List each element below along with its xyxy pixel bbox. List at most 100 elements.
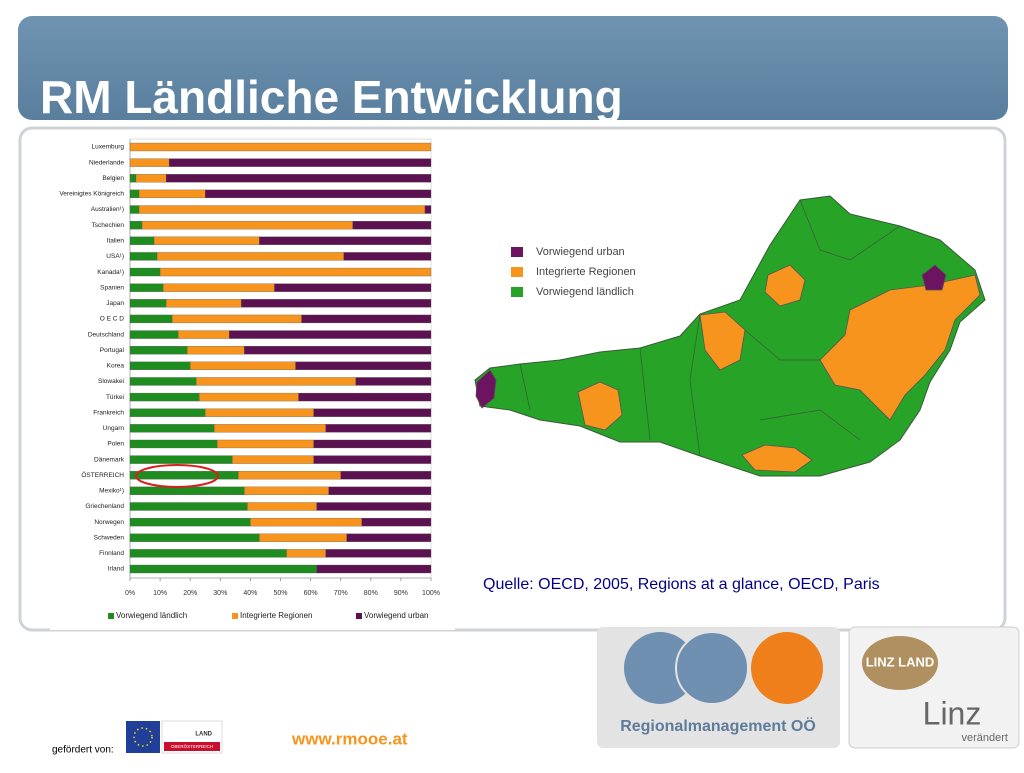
- x-tick-label: 40%: [243, 590, 257, 597]
- bar-segment: [325, 549, 432, 558]
- legend-label: Integrierte Regionen: [240, 611, 313, 620]
- y-tick-label: Ungarn: [103, 425, 125, 432]
- bar-segment: [361, 517, 432, 527]
- y-tick-label: Australien¹): [91, 206, 124, 213]
- bar-segment: [355, 377, 432, 386]
- x-tick-label: 90%: [394, 590, 408, 597]
- bar-segment: [168, 158, 432, 167]
- y-tick-label: Kanada¹): [97, 269, 124, 276]
- map-region: [819, 274, 981, 421]
- map-border: [689, 313, 701, 457]
- map-legend-label: Vorwiegend urban: [536, 246, 625, 258]
- land-logo-text: LAND: [195, 732, 212, 738]
- header-banner: [18, 16, 1008, 120]
- bar-segment: [241, 299, 432, 308]
- land-logo-sub: OBERÖSTERREICH: [171, 743, 213, 749]
- map-region: [741, 444, 813, 473]
- y-tick-label: Dänemark: [94, 456, 125, 463]
- bar-segment: [328, 486, 432, 496]
- map-region: [921, 264, 947, 291]
- x-tick-label: 80%: [364, 590, 378, 597]
- bar-segment: [259, 533, 347, 542]
- bar-segment: [244, 346, 432, 355]
- map-region: [475, 369, 497, 409]
- map-region: [577, 381, 623, 431]
- map-border: [519, 363, 531, 411]
- bar-segment: [199, 392, 299, 402]
- legend-label: Vorwiegend urban: [364, 611, 429, 620]
- y-tick-label: Finnland: [99, 550, 124, 557]
- y-tick-label: Frankreich: [93, 409, 124, 416]
- y-tick-label: ÖSTERREICH: [81, 471, 124, 479]
- land-logo-bar: [164, 742, 220, 751]
- bar-segment: [238, 471, 341, 480]
- funding-label: gefördert von:: [52, 745, 114, 756]
- bar-segment: [214, 424, 326, 433]
- rm-logo-text: Regionalmanagement OÖ: [620, 716, 816, 735]
- map-legend-label: Integrierte Regionen: [536, 266, 636, 278]
- bar-segment: [129, 549, 287, 558]
- map-border: [799, 199, 901, 261]
- y-tick-label: Korea: [107, 363, 125, 370]
- bar-segment: [129, 564, 317, 574]
- bar-segment: [129, 283, 164, 292]
- map-legend-swatch: [511, 267, 523, 277]
- bar-segment: [352, 220, 432, 230]
- y-tick-label: Norwegen: [94, 519, 124, 526]
- bar-segment: [205, 408, 314, 417]
- map-border: [744, 329, 820, 361]
- bar-segment: [156, 252, 344, 261]
- bar-segment: [250, 517, 362, 527]
- y-tick-label: Belgien: [102, 175, 124, 182]
- y-tick-label: Schweden: [94, 534, 125, 541]
- x-tick-label: 100%: [422, 590, 440, 597]
- map-border: [759, 409, 861, 441]
- legend-swatch: [232, 613, 238, 619]
- bar-segment: [187, 346, 245, 355]
- bar-segment: [129, 220, 143, 230]
- bar-segment: [129, 471, 239, 480]
- bar-segment: [343, 252, 432, 261]
- rm-logo-circle: [751, 632, 823, 704]
- linz-logo-text: Linz: [923, 695, 982, 731]
- bar-segment: [129, 392, 200, 402]
- bar-segment: [424, 205, 432, 214]
- y-tick-label: O E C D: [100, 316, 125, 323]
- rm-logo-circle: [675, 631, 749, 705]
- bar-segment: [171, 314, 302, 324]
- x-tick-label: 50%: [273, 590, 287, 597]
- x-tick-label: 0%: [125, 590, 135, 597]
- bar-segment: [129, 330, 179, 339]
- bar-segment: [129, 486, 245, 496]
- y-tick-label: Deutschland: [88, 331, 125, 338]
- y-tick-label: Irland: [108, 566, 125, 573]
- y-tick-label: Polen: [107, 441, 124, 448]
- legend-swatch: [356, 613, 362, 619]
- legend-label: Vorwiegend ländlich: [116, 611, 187, 620]
- x-tick-label: 60%: [304, 590, 318, 597]
- bar-segment: [165, 299, 242, 308]
- rm-logo-circle: [624, 632, 696, 704]
- bar-segment: [129, 502, 248, 511]
- bar-segment: [217, 439, 314, 449]
- bar-segment: [129, 377, 197, 386]
- y-tick-label: Spanien: [100, 284, 124, 291]
- bar-segment: [259, 236, 432, 245]
- bar-segment: [298, 392, 432, 402]
- map-region: [764, 264, 806, 307]
- x-tick-label: 30%: [213, 590, 227, 597]
- bar-segment: [129, 439, 218, 449]
- bar-segment: [129, 299, 167, 308]
- bar-segment: [129, 361, 191, 370]
- bar-segment: [316, 502, 432, 511]
- bar-segment: [129, 174, 137, 183]
- bar-segment: [129, 346, 188, 355]
- bar-segment: [138, 189, 206, 199]
- x-tick-label: 70%: [334, 590, 348, 597]
- bar-segment: [325, 424, 432, 433]
- legend-swatch: [108, 613, 114, 619]
- website-link[interactable]: www.rmooe.at: [291, 729, 408, 748]
- y-tick-label: USA¹): [106, 253, 124, 260]
- bar-segment: [129, 314, 173, 324]
